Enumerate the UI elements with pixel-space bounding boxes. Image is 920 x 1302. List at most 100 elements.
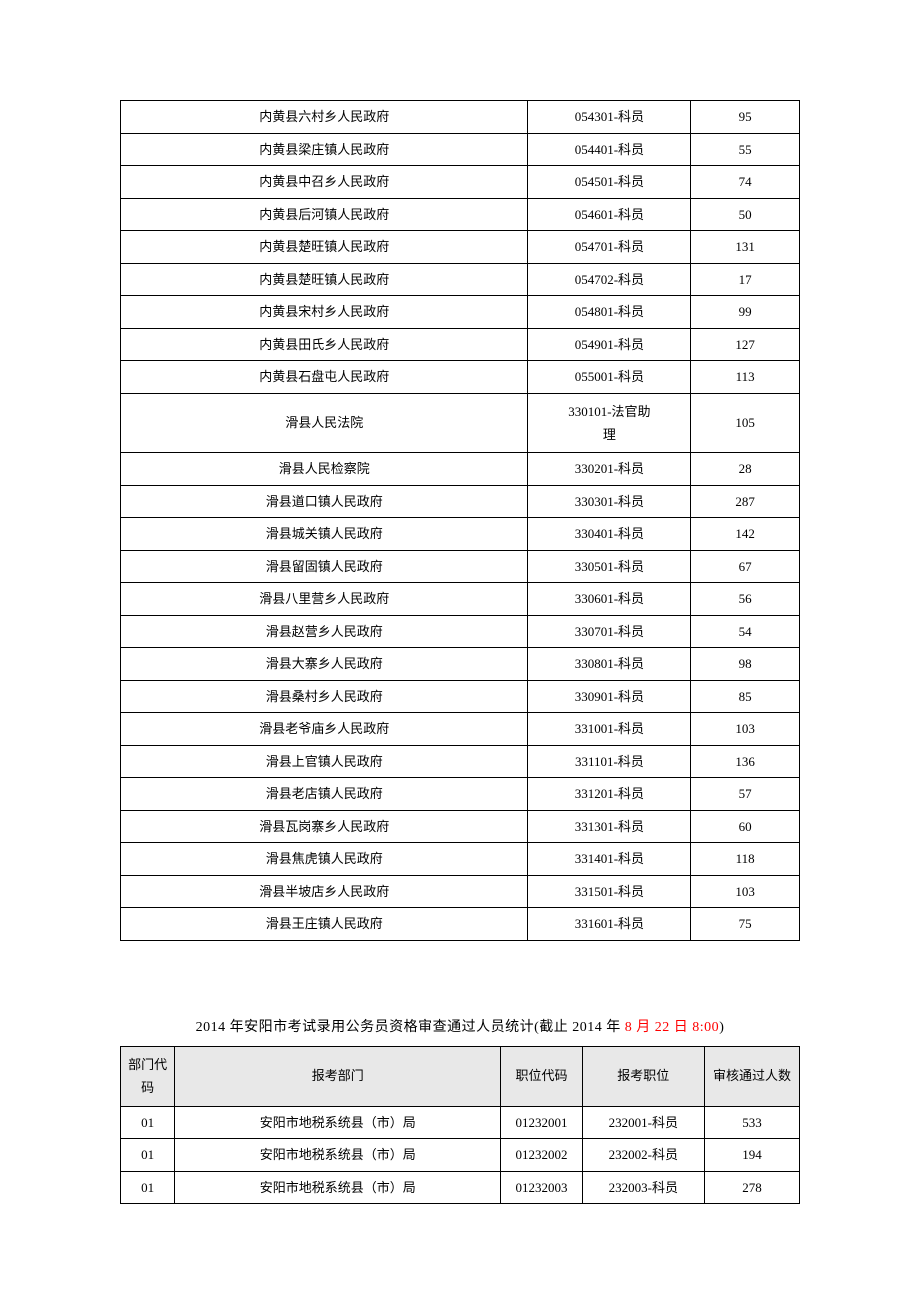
cell-pos: 331501-科员 bbox=[528, 875, 691, 908]
cell-dept: 滑县老爷庙乡人民政府 bbox=[121, 713, 528, 746]
cell-count: 142 bbox=[691, 518, 800, 551]
cell-count: 75 bbox=[691, 908, 800, 941]
stats-table-1: 内黄县六村乡人民政府054301-科员95内黄县梁庄镇人民政府054401-科员… bbox=[120, 100, 800, 941]
header-pos-code: 职位代码 bbox=[501, 1046, 582, 1106]
header-pos: 报考职位 bbox=[582, 1046, 704, 1106]
table-row: 内黄县田氏乡人民政府054901-科员127 bbox=[121, 328, 800, 361]
cell-count: 55 bbox=[691, 133, 800, 166]
table-row: 滑县大寨乡人民政府330801-科员98 bbox=[121, 648, 800, 681]
table-row: 01安阳市地税系统县（市）局01232001232001-科员533 bbox=[121, 1106, 800, 1139]
cell-count: 278 bbox=[704, 1171, 799, 1204]
table-row: 滑县焦虎镇人民政府331401-科员118 bbox=[121, 843, 800, 876]
header-count: 审核通过人数 bbox=[704, 1046, 799, 1106]
cell-count: 113 bbox=[691, 361, 800, 394]
cell-pos: 232003-科员 bbox=[582, 1171, 704, 1204]
cell-code: 01 bbox=[121, 1106, 175, 1139]
table-row: 滑县王庄镇人民政府331601-科员75 bbox=[121, 908, 800, 941]
table-row: 滑县城关镇人民政府330401-科员142 bbox=[121, 518, 800, 551]
cell-pos: 330101-法官助理 bbox=[528, 393, 691, 453]
table-row: 滑县老爷庙乡人民政府331001-科员103 bbox=[121, 713, 800, 746]
table-row: 滑县瓦岗寨乡人民政府331301-科员60 bbox=[121, 810, 800, 843]
cell-count: 85 bbox=[691, 680, 800, 713]
cell-count: 131 bbox=[691, 231, 800, 264]
cell-pos: 054901-科员 bbox=[528, 328, 691, 361]
cell-dept: 滑县王庄镇人民政府 bbox=[121, 908, 528, 941]
cell-pos: 331101-科员 bbox=[528, 745, 691, 778]
cell-pos: 054501-科员 bbox=[528, 166, 691, 199]
cell-count: 105 bbox=[691, 393, 800, 453]
cell-count: 98 bbox=[691, 648, 800, 681]
cell-pos: 054801-科员 bbox=[528, 296, 691, 329]
cell-dept: 安阳市地税系统县（市）局 bbox=[175, 1106, 501, 1139]
cell-pos: 331201-科员 bbox=[528, 778, 691, 811]
table2-title: 2014 年安阳市考试录用公务员资格审查通过人员统计(截止 2014 年 8 月… bbox=[120, 1016, 800, 1036]
cell-dept: 内黄县石盘屯人民政府 bbox=[121, 361, 528, 394]
cell-pos: 232002-科员 bbox=[582, 1139, 704, 1172]
cell-count: 99 bbox=[691, 296, 800, 329]
cell-pos: 331401-科员 bbox=[528, 843, 691, 876]
table-row: 内黄县楚旺镇人民政府054702-科员17 bbox=[121, 263, 800, 296]
cell-dept: 滑县赵营乡人民政府 bbox=[121, 615, 528, 648]
cell-count: 56 bbox=[691, 583, 800, 616]
cell-count: 54 bbox=[691, 615, 800, 648]
cell-count: 57 bbox=[691, 778, 800, 811]
cell-dept: 内黄县楚旺镇人民政府 bbox=[121, 231, 528, 264]
cell-count: 118 bbox=[691, 843, 800, 876]
cell-pos: 330301-科员 bbox=[528, 485, 691, 518]
cell-pos: 330801-科员 bbox=[528, 648, 691, 681]
cell-pos: 054401-科员 bbox=[528, 133, 691, 166]
cell-count: 28 bbox=[691, 453, 800, 486]
cell-pos: 331001-科员 bbox=[528, 713, 691, 746]
cell-pos: 330601-科员 bbox=[528, 583, 691, 616]
cell-count: 67 bbox=[691, 550, 800, 583]
title2-prefix: 2014 年安阳市考试录用公务员资格审查通过人员统计(截止 2014 年 bbox=[196, 1020, 625, 1035]
cell-count: 533 bbox=[704, 1106, 799, 1139]
cell-pos: 330501-科员 bbox=[528, 550, 691, 583]
table-row: 内黄县楚旺镇人民政府054701-科员131 bbox=[121, 231, 800, 264]
cell-dept: 安阳市地税系统县（市）局 bbox=[175, 1139, 501, 1172]
cell-count: 127 bbox=[691, 328, 800, 361]
cell-pos: 330901-科员 bbox=[528, 680, 691, 713]
cell-code: 01 bbox=[121, 1171, 175, 1204]
cell-dept: 内黄县六村乡人民政府 bbox=[121, 101, 528, 134]
cell-count: 95 bbox=[691, 101, 800, 134]
cell-dept: 滑县人民法院 bbox=[121, 393, 528, 453]
cell-dept: 滑县上官镇人民政府 bbox=[121, 745, 528, 778]
table-row: 滑县人民检察院330201-科员28 bbox=[121, 453, 800, 486]
cell-count: 60 bbox=[691, 810, 800, 843]
table-row: 内黄县后河镇人民政府054601-科员50 bbox=[121, 198, 800, 231]
table-row: 滑县道口镇人民政府330301-科员287 bbox=[121, 485, 800, 518]
cell-count: 103 bbox=[691, 875, 800, 908]
cell-pos: 054301-科员 bbox=[528, 101, 691, 134]
cell-dept: 内黄县宋村乡人民政府 bbox=[121, 296, 528, 329]
title2-date: 8 月 22 日 8:00 bbox=[625, 1020, 719, 1035]
cell-pos: 330401-科员 bbox=[528, 518, 691, 551]
table-row: 内黄县梁庄镇人民政府054401-科员55 bbox=[121, 133, 800, 166]
table-row: 滑县赵营乡人民政府330701-科员54 bbox=[121, 615, 800, 648]
cell-pos: 054601-科员 bbox=[528, 198, 691, 231]
cell-dept: 内黄县楚旺镇人民政府 bbox=[121, 263, 528, 296]
cell-poscode: 01232003 bbox=[501, 1171, 582, 1204]
table-row: 01安阳市地税系统县（市）局01232002232002-科员194 bbox=[121, 1139, 800, 1172]
table-row: 滑县半坡店乡人民政府331501-科员103 bbox=[121, 875, 800, 908]
cell-count: 103 bbox=[691, 713, 800, 746]
cell-dept: 滑县焦虎镇人民政府 bbox=[121, 843, 528, 876]
table-row: 内黄县六村乡人民政府054301-科员95 bbox=[121, 101, 800, 134]
cell-poscode: 01232001 bbox=[501, 1106, 582, 1139]
cell-pos: 054702-科员 bbox=[528, 263, 691, 296]
table-row: 滑县八里营乡人民政府330601-科员56 bbox=[121, 583, 800, 616]
table-row: 滑县老店镇人民政府331201-科员57 bbox=[121, 778, 800, 811]
cell-dept: 滑县八里营乡人民政府 bbox=[121, 583, 528, 616]
cell-dept: 滑县留固镇人民政府 bbox=[121, 550, 528, 583]
cell-count: 74 bbox=[691, 166, 800, 199]
table-row: 内黄县中召乡人民政府054501-科员74 bbox=[121, 166, 800, 199]
cell-pos: 331601-科员 bbox=[528, 908, 691, 941]
table-row: 内黄县石盘屯人民政府055001-科员113 bbox=[121, 361, 800, 394]
cell-count: 136 bbox=[691, 745, 800, 778]
title2-suffix: ) bbox=[719, 1020, 724, 1035]
cell-dept: 滑县老店镇人民政府 bbox=[121, 778, 528, 811]
table-row: 滑县上官镇人民政府331101-科员136 bbox=[121, 745, 800, 778]
cell-dept: 内黄县中召乡人民政府 bbox=[121, 166, 528, 199]
header-dept-code: 部门代码 bbox=[121, 1046, 175, 1106]
cell-pos: 330201-科员 bbox=[528, 453, 691, 486]
